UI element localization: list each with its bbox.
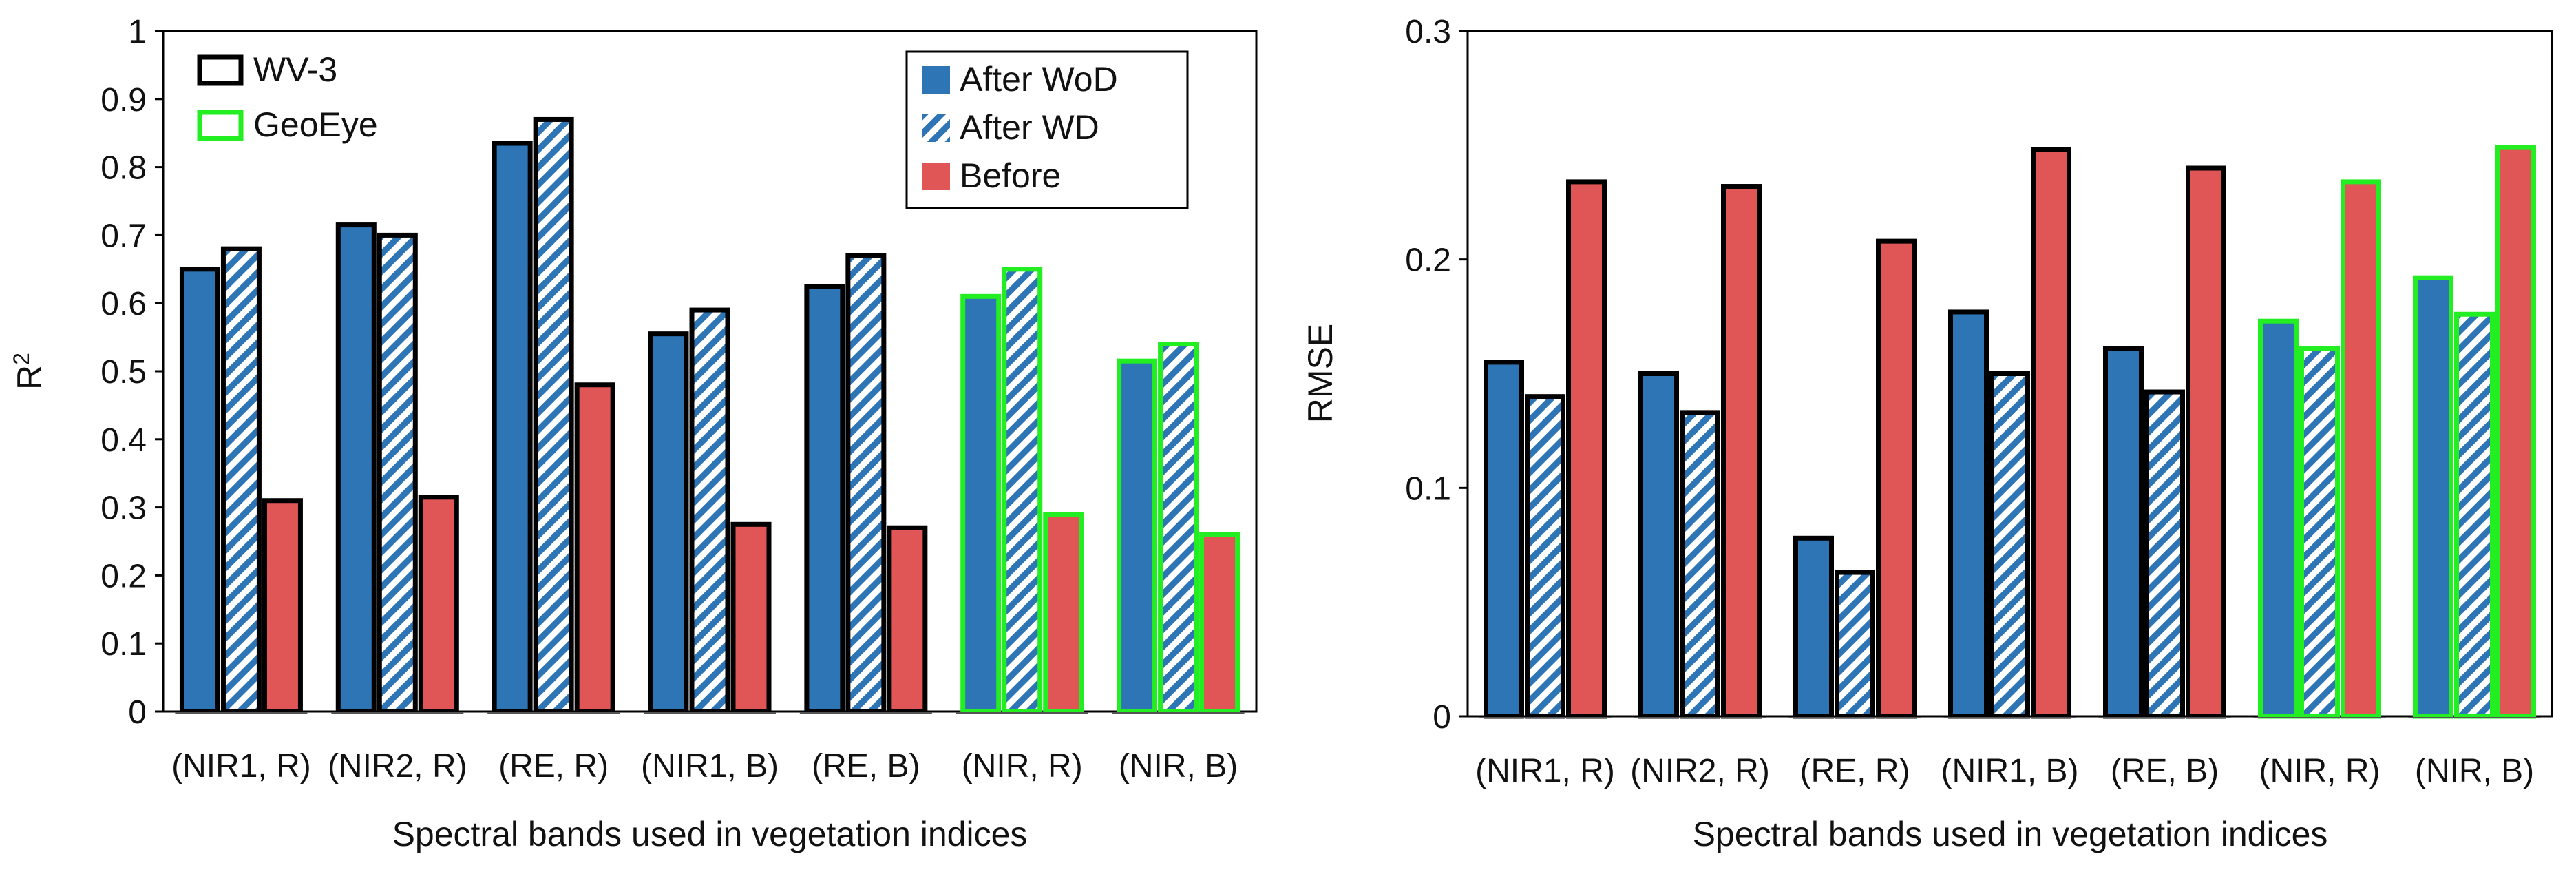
bar-before xyxy=(887,525,928,714)
bar-before xyxy=(1876,238,1917,719)
legend-after-wd-label: After WD xyxy=(960,108,1099,147)
bar-after-wod xyxy=(1117,358,1158,714)
y-tick-label: 0 xyxy=(1433,699,1451,736)
legend-after-wd-swatch xyxy=(922,114,950,142)
x-tick-label: (NIR2, R) xyxy=(328,748,467,785)
bar-before xyxy=(262,498,303,714)
y-tick-label: 0.8 xyxy=(101,150,147,187)
left-y-axis-title: R2 xyxy=(9,353,49,390)
x-tick-label: (NIR, B) xyxy=(2415,753,2534,789)
left-x-axis-title: Spectral bands used in vegetation indice… xyxy=(392,815,1028,853)
bar-after-wod xyxy=(648,331,689,714)
right-y-tick-labels: 0 0.1 0.2 0.3 xyxy=(1405,14,1468,736)
bar-after-wd xyxy=(1835,570,1875,719)
bar-before xyxy=(730,521,772,714)
y-tick-label: 0 xyxy=(128,694,147,731)
x-tick-label: (NIR2, R) xyxy=(1630,753,1770,789)
bar-before xyxy=(1721,184,1762,719)
y-tick-label: 1 xyxy=(128,14,147,50)
bar-after-wd xyxy=(533,116,574,714)
y-tick-label: 0.4 xyxy=(101,422,147,459)
y-tick-label: 0.2 xyxy=(1405,242,1451,279)
bar-before xyxy=(2495,145,2536,719)
y-tick-label: 0.1 xyxy=(1405,470,1451,507)
bar-after-wod xyxy=(335,222,377,714)
y-tick-label: 0.1 xyxy=(101,626,147,663)
legend-wv3-swatch xyxy=(197,54,244,86)
bar-before xyxy=(2186,165,2226,719)
legend-before-label: Before xyxy=(960,156,1061,195)
bar-after-wd xyxy=(1002,267,1043,714)
left-bars xyxy=(179,116,1241,714)
x-tick-label: (RE, R) xyxy=(498,748,609,785)
x-tick-label: (RE, B) xyxy=(2111,753,2219,789)
right-bars xyxy=(1484,145,2536,719)
bar-after-wod xyxy=(2258,318,2299,719)
bar-before xyxy=(574,382,615,714)
left-y-tick-labels: 0 0.1 0.2 0.3 0.4 0.5 0.6 0.7 0.8 0.9 1 xyxy=(101,14,163,731)
bar-after-wd xyxy=(1680,410,1720,719)
bar-after-wod xyxy=(960,293,1002,714)
bar-after-wd xyxy=(377,232,418,714)
y-tick-label: 0.7 xyxy=(101,218,147,254)
legend-after-wod-swatch xyxy=(922,66,950,94)
right-x-axis-title: Spectral bands used in vegetation indice… xyxy=(1693,815,2328,853)
x-tick-label: (NIR1, R) xyxy=(1475,753,1615,789)
bar-before xyxy=(1043,511,1084,714)
bar-after-wod xyxy=(492,141,533,714)
bar-after-wd xyxy=(2454,311,2495,719)
bar-after-wod xyxy=(1793,535,1834,719)
x-tick-label: (NIR1, B) xyxy=(1941,753,2078,789)
bar-after-wod xyxy=(2413,275,2453,719)
legend-geoeye-label: GeoEye xyxy=(253,105,378,144)
bar-after-wd xyxy=(1158,341,1199,714)
x-tick-label: (NIR1, R) xyxy=(171,748,311,785)
right-y-axis-title: RMSE xyxy=(1301,324,1340,423)
bar-after-wd xyxy=(845,253,887,714)
x-tick-label: (RE, R) xyxy=(1800,753,1910,789)
bar-after-wd xyxy=(689,307,730,714)
y-tick-label: 0.5 xyxy=(101,354,147,391)
bar-after-wod xyxy=(1638,371,1679,719)
left-x-tick-labels: (NIR1, R) (NIR2, R) (RE, R) (NIR1, B) (RE, B… xyxy=(171,712,1245,785)
bar-after-wod xyxy=(1948,309,1989,719)
left-sensor-legend: WV-3 GeoEye xyxy=(197,50,378,144)
bar-after-wd xyxy=(2144,389,2185,719)
x-tick-label: (NIR, B) xyxy=(1119,748,1238,785)
bar-before xyxy=(1199,532,1241,714)
bar-before xyxy=(2031,147,2071,719)
bar-after-wod xyxy=(1484,360,1524,719)
legend-wv3-label: WV-3 xyxy=(253,50,337,89)
right-x-tick-labels: (NIR1, R) (NIR2, R) (RE, R) (NIR1, B) (RE, B… xyxy=(1475,717,2541,789)
bar-after-wd xyxy=(1525,394,1565,719)
x-tick-label: (NIR, R) xyxy=(962,748,1083,785)
left-chart: 00.10.20.30.40.50.60.70.80.91 (NIR1, R)(… xyxy=(9,14,1258,853)
bar-after-wd xyxy=(1989,371,2030,719)
bar-after-wd xyxy=(2299,346,2340,719)
bar-before xyxy=(418,495,459,714)
y-tick-label: 0.3 xyxy=(101,490,147,527)
bar-before xyxy=(1566,179,1607,719)
x-tick-label: (NIR, R) xyxy=(2259,753,2380,789)
y-tick-label: 0.6 xyxy=(101,286,147,322)
bar-before xyxy=(2341,179,2381,719)
x-tick-label: (NIR1, B) xyxy=(641,748,779,785)
series-legend-box xyxy=(905,50,1189,209)
bar-after-wd xyxy=(220,246,262,714)
x-tick-label: (RE, B) xyxy=(812,748,920,785)
y-tick-label: 0.3 xyxy=(1405,14,1451,50)
right-chart: 00.10.20.3 (NIR1, R) (NIR2, R) (RE, R) (NIR… xyxy=(1301,14,2553,853)
bar-after-wod xyxy=(179,267,220,714)
bar-after-wod xyxy=(2103,346,2144,719)
bar-after-wod xyxy=(804,284,845,714)
y-tick-label: 0.2 xyxy=(101,558,147,594)
left-series-legend: After WoD After WD Before xyxy=(905,50,1189,209)
legend-after-wod-label: After WoD xyxy=(960,60,1118,98)
y-tick-label: 0.9 xyxy=(101,82,147,118)
legend-geoeye-swatch xyxy=(197,110,244,141)
legend-before-swatch xyxy=(922,163,950,190)
